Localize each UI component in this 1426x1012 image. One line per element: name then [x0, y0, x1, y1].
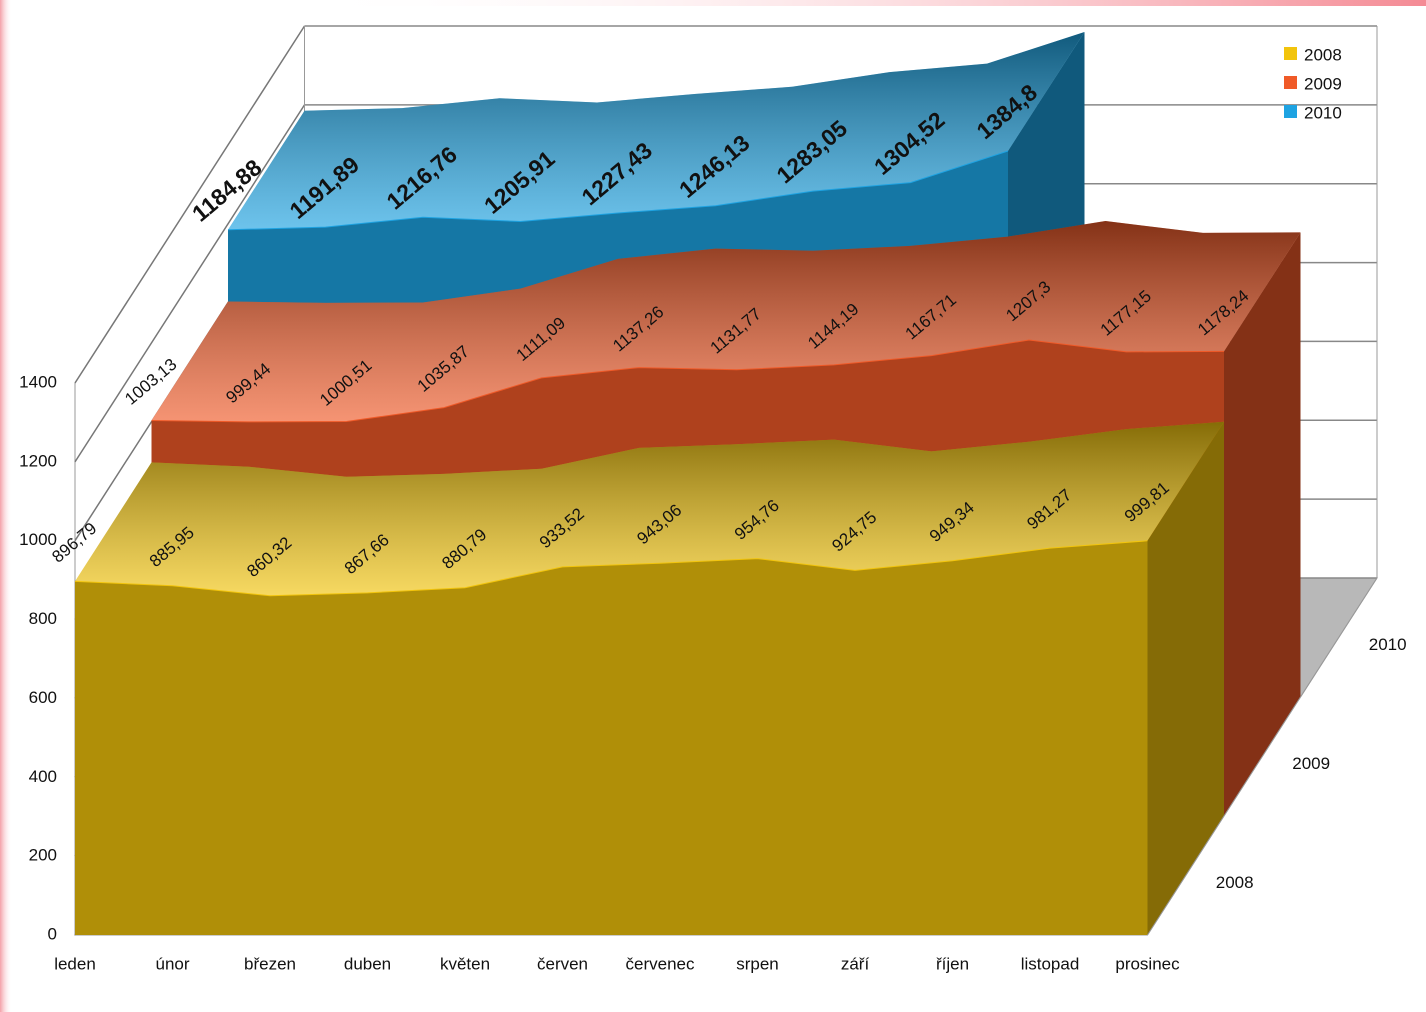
area-side-shade — [1224, 232, 1301, 816]
legend-swatch — [1284, 76, 1297, 89]
x-tick-label: prosinec — [1115, 954, 1180, 973]
x-tick-label: srpen — [736, 954, 779, 973]
area-edge — [227, 150, 1009, 231]
area-side — [1147, 421, 1224, 935]
y-tick-label: 600 — [29, 688, 57, 707]
depth-label: 2008 — [1216, 873, 1254, 892]
y-tick-label: 0 — [48, 924, 57, 943]
area-front — [75, 540, 1148, 935]
area-front-shade — [75, 540, 1148, 935]
legend-swatch — [1284, 105, 1297, 118]
area-side — [1224, 232, 1301, 816]
y-tick-label: 200 — [29, 846, 57, 865]
area-top-shade — [75, 421, 1224, 596]
area-side-shade — [1147, 421, 1224, 935]
legend-label: 2009 — [1304, 74, 1342, 93]
area-edge — [151, 339, 1225, 423]
area-edge — [74, 540, 1148, 597]
background-top — [300, 0, 1426, 6]
depth-axis — [1147, 577, 1378, 936]
grid-line — [74, 25, 306, 384]
legend-swatch — [1284, 47, 1297, 60]
x-tick-label: květen — [440, 954, 490, 973]
y-tick-label: 800 — [29, 609, 57, 628]
y-tick-label: 1000 — [19, 530, 57, 549]
area-top-shade — [228, 32, 1085, 230]
y-tick-label: 1200 — [19, 451, 57, 470]
x-tick-label: září — [841, 954, 870, 973]
x-tick-label: duben — [344, 954, 391, 973]
background-edge — [0, 0, 12, 1012]
x-tick-label: březen — [244, 954, 296, 973]
depth-label: 2010 — [1369, 635, 1407, 654]
y-tick-label: 400 — [29, 767, 57, 786]
x-tick-label: leden — [54, 954, 96, 973]
x-tick-label: červenec — [626, 954, 695, 973]
legend-label: 2010 — [1304, 103, 1342, 122]
grid-line — [74, 104, 306, 463]
x-tick-label: únor — [155, 954, 189, 973]
x-tick-label: listopad — [1021, 954, 1080, 973]
depth-label: 2009 — [1292, 754, 1330, 773]
x-tick-label: říjen — [936, 954, 969, 973]
y-tick-label: 1400 — [19, 372, 57, 391]
area-top-shade — [151, 221, 1301, 422]
x-tick-label: červen — [537, 954, 588, 973]
legend-label: 2008 — [1304, 45, 1342, 64]
